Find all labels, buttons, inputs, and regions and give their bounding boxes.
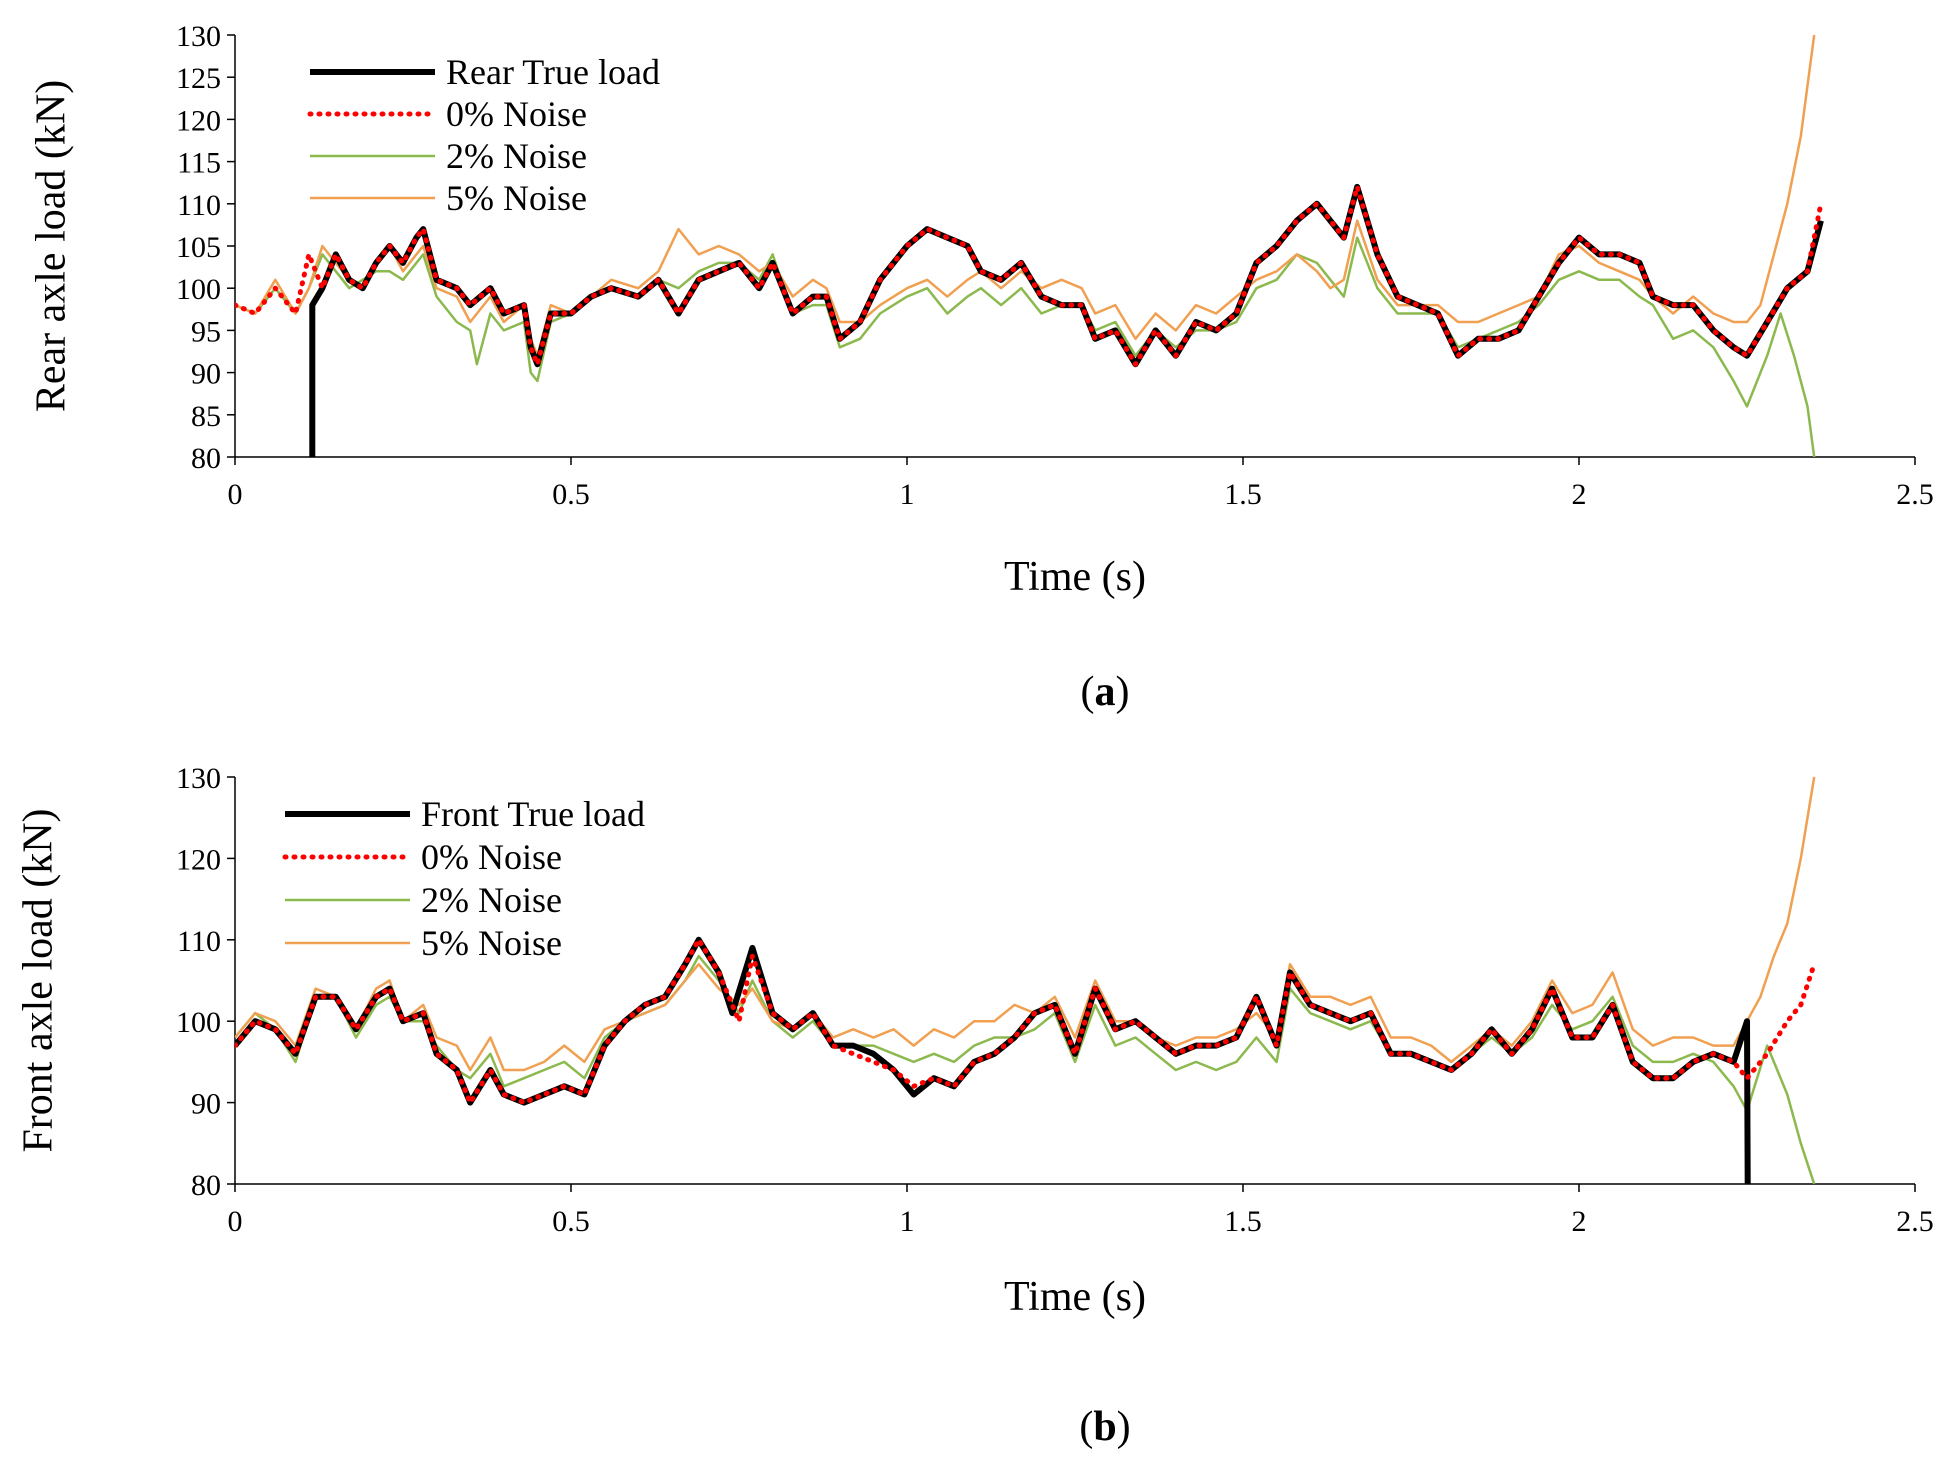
series-line-5-noise	[235, 776, 1816, 1072]
y-tick-label: 80	[191, 1169, 221, 1202]
y-tick-label: 90	[191, 1088, 221, 1121]
y-tick-label: 125	[176, 62, 221, 95]
caption-close: )	[1117, 1404, 1131, 1450]
caption-open: (	[1081, 669, 1095, 715]
y-tick-label: 110	[177, 925, 221, 958]
caption-open: (	[1079, 1404, 1093, 1450]
x-tick-label: 0.5	[552, 478, 590, 511]
y-tick-label: 130	[176, 20, 221, 53]
legend-label: 5% Noise	[421, 923, 562, 963]
legend-label: 0% Noise	[421, 837, 562, 877]
y-tick-label: 80	[191, 442, 221, 475]
legend-label: 5% Noise	[446, 178, 587, 218]
series-line-0-noise	[235, 184, 1824, 367]
legend-label: Rear True load	[446, 52, 660, 92]
y-tick-label: 130	[176, 762, 221, 795]
x-tick-label: 2	[1572, 478, 1587, 511]
y-tick-label: 105	[176, 231, 221, 264]
x-tick-label: 0.5	[552, 1205, 590, 1238]
x-tick-label: 1	[900, 1205, 915, 1238]
caption-close: )	[1116, 669, 1130, 715]
panel-caption: (b)	[1079, 1404, 1130, 1450]
x-tick-label: 1.5	[1224, 478, 1262, 511]
x-tick-label: 2.5	[1896, 478, 1934, 511]
x-tick-label: 1.5	[1224, 1205, 1262, 1238]
caption-letter: b	[1093, 1404, 1116, 1450]
y-tick-label: 110	[177, 189, 221, 222]
legend-label: 2% Noise	[446, 136, 587, 176]
y-tick-label: 115	[177, 147, 221, 180]
chart-panel-b: 80 90 100 110 120 130 0 0.5 1 1.5 2 2.5 Time (s) Fron…	[16, 762, 1934, 1450]
x-tick-label: 0	[228, 478, 243, 511]
y-tick-label: 120	[176, 104, 221, 137]
x-tick-label: 2.5	[1896, 1205, 1934, 1238]
y-tick-label: 95	[191, 315, 221, 348]
legend-label: 2% Noise	[421, 880, 562, 920]
y-tick-label: 100	[176, 1006, 221, 1039]
series-line-5-noise	[235, 34, 1816, 357]
x-tick-label: 0	[228, 1205, 243, 1238]
x-tick-label: 2	[1572, 1205, 1587, 1238]
x-tick-label: 1	[900, 478, 915, 511]
chart-panel-a: 80 85 90 95 100 105 110 115 120 125 130 0 0.5 1 1.5 2 2.…	[29, 20, 1934, 715]
x-axis-title: Time (s)	[1004, 1274, 1146, 1320]
x-axis-title: Time (s)	[1004, 554, 1146, 600]
y-axis-title: Rear axle load (kN)	[29, 80, 75, 412]
y-tick-label: 120	[176, 843, 221, 876]
panel-caption: (a)	[1081, 669, 1130, 715]
y-axis-title: Front axle load (kN)	[16, 808, 62, 1152]
y-tick-label: 85	[191, 400, 221, 433]
caption-letter: a	[1095, 669, 1116, 715]
legend-label: 0% Noise	[446, 94, 587, 134]
legend-label: Front True load	[421, 794, 645, 834]
y-tick-label: 100	[176, 273, 221, 306]
y-tick-label: 90	[191, 358, 221, 391]
series-line-2-noise	[235, 236, 1816, 457]
